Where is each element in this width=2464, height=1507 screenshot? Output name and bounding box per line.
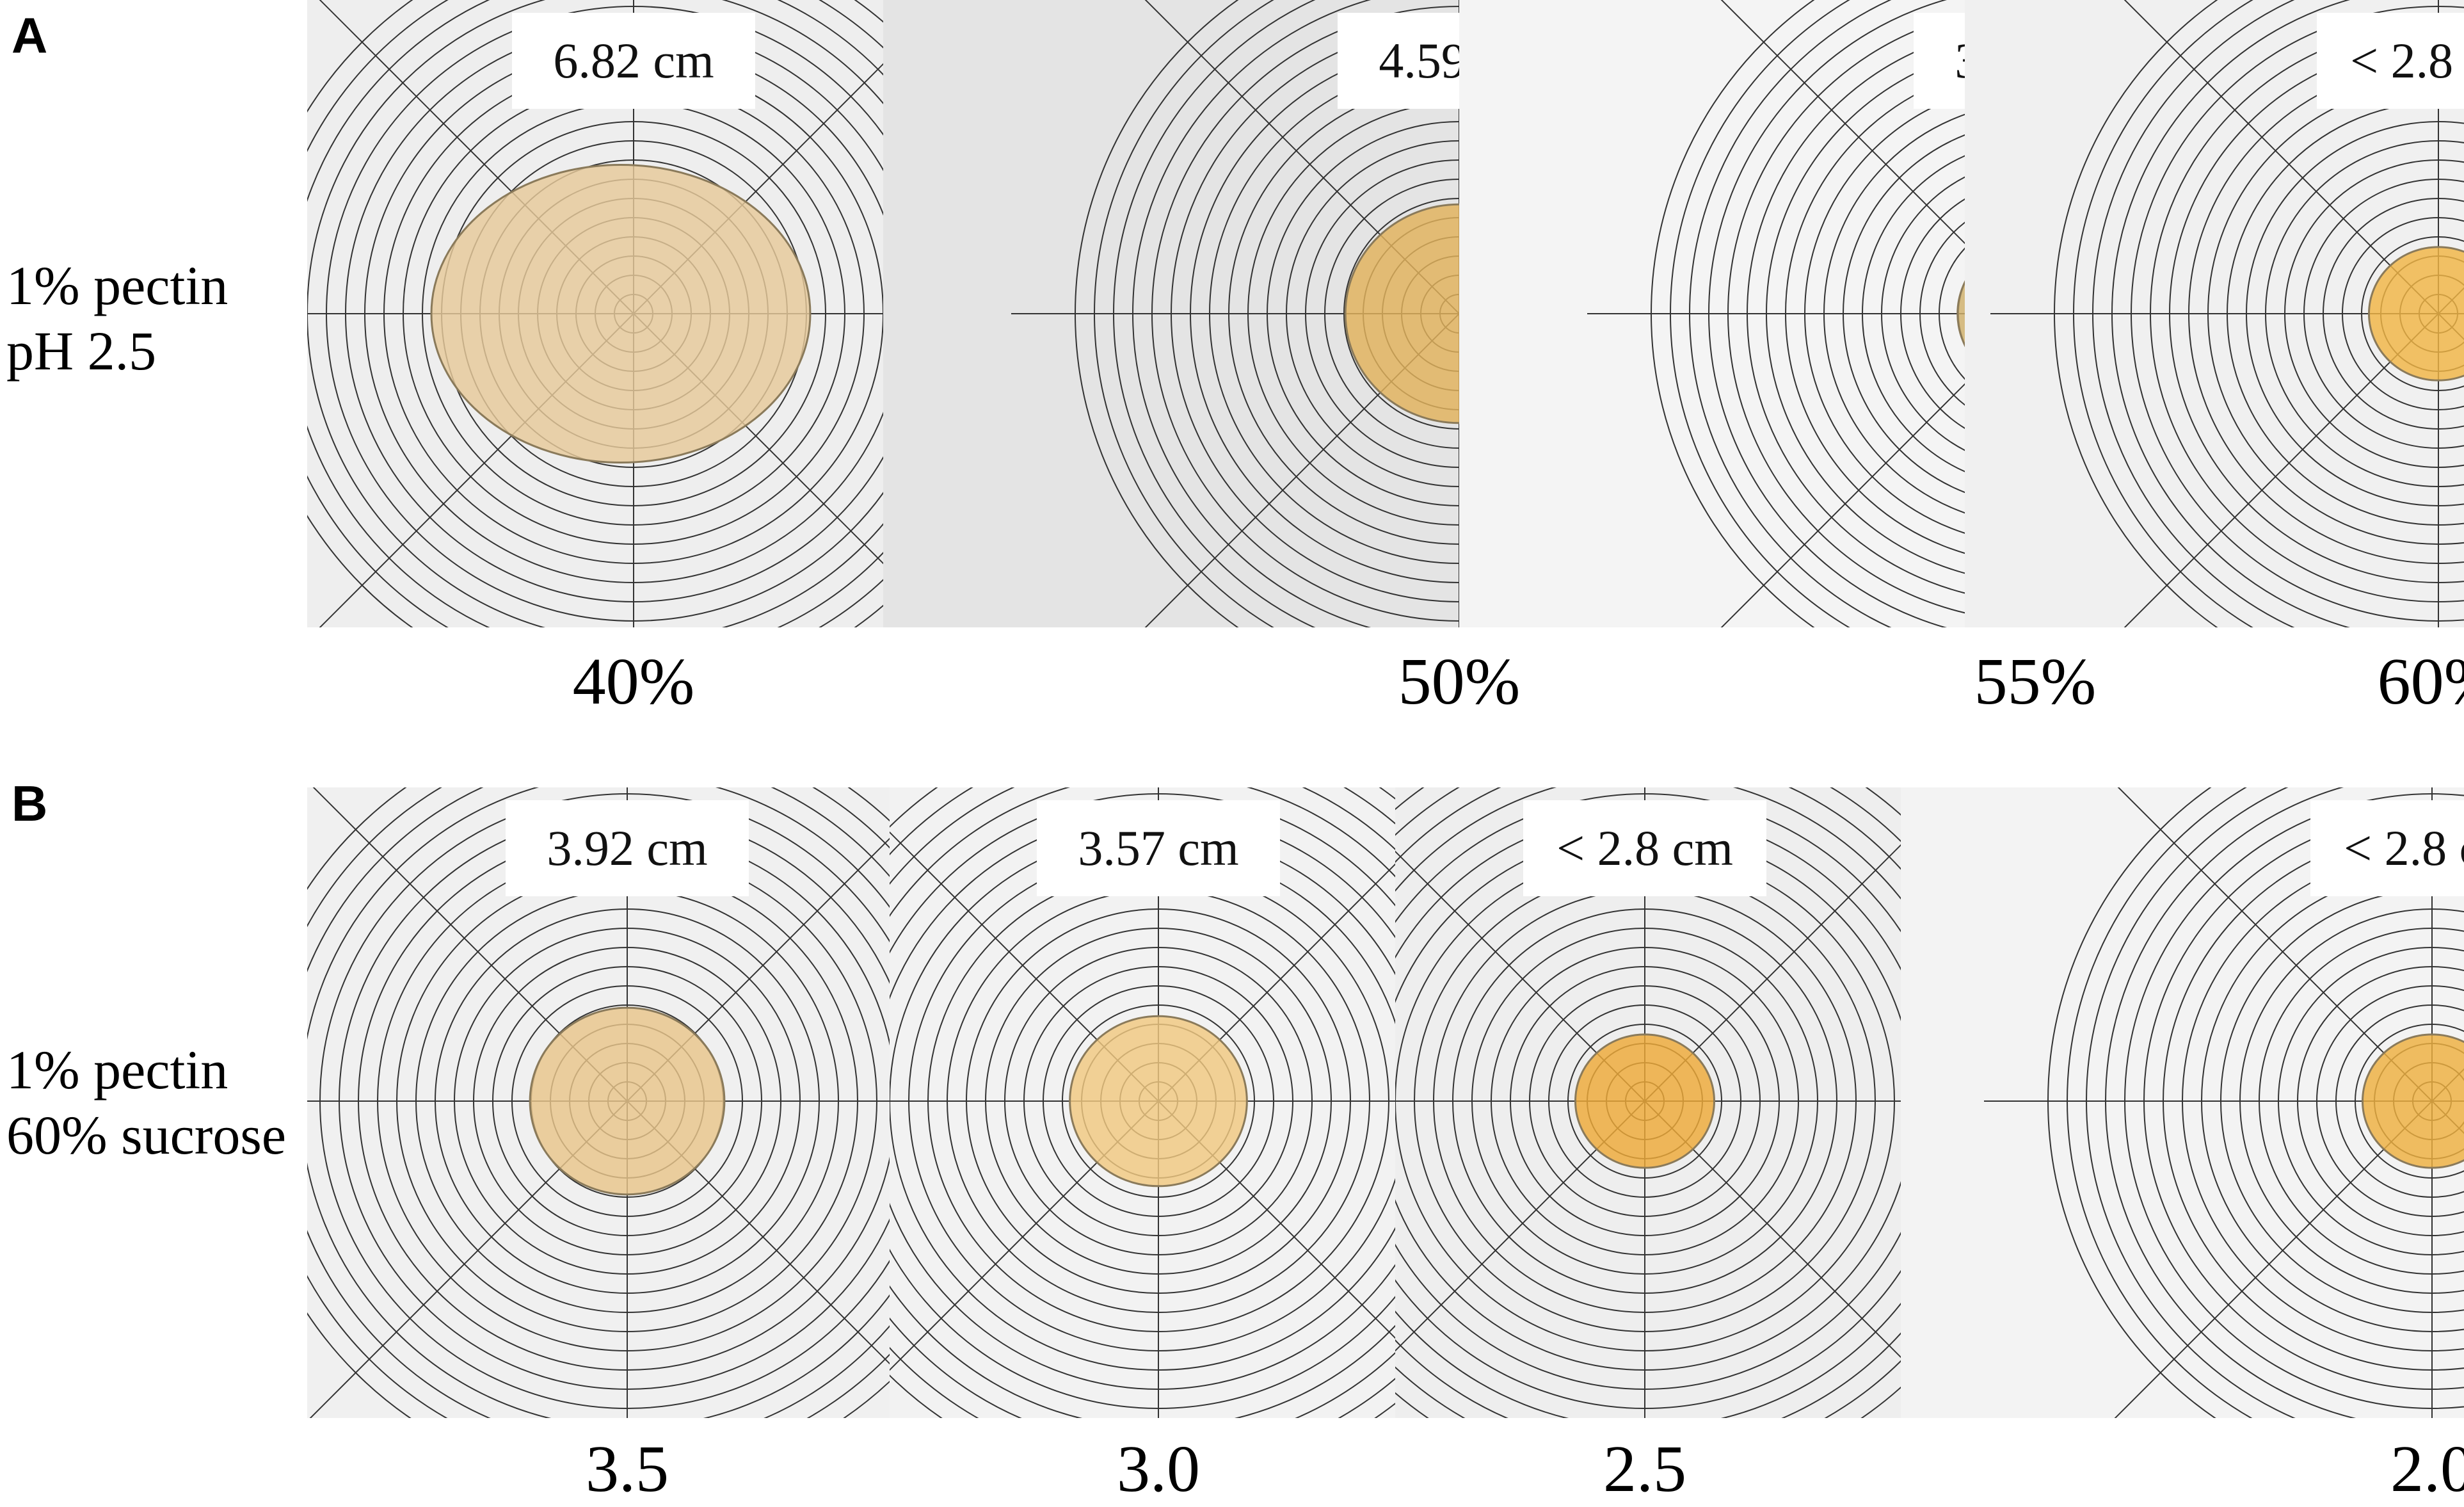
gel-sample — [1576, 1035, 1715, 1168]
sample-photo: 4.59 cm — [883, 0, 1459, 627]
concentric-grid-photo — [1459, 0, 1965, 627]
diameter-measurement: 3.92 cm — [506, 800, 749, 896]
diameter-measurement: < 2.8 cm — [2317, 13, 2464, 109]
panel-b-label-line-2: 60% sucrose — [6, 1102, 286, 1168]
sample-photo: 3.57 cm — [890, 787, 1395, 1418]
condition-label: 3.0 — [998, 1431, 1318, 1507]
condition-label: 60% — [2278, 643, 2464, 720]
panel-a-photo-strip: 6.82 cm 4.59 cm 3.13 cm < 2.8 cm — [307, 0, 2464, 627]
gel-sample — [530, 1008, 724, 1195]
sample-photo: < 2.8 cm — [1901, 787, 2464, 1418]
condition-label: 2.0 — [2272, 1431, 2464, 1507]
panel-b-row-label: 1% pectin 60% sucrose — [6, 1037, 286, 1168]
diameter-measurement: 3.57 cm — [1037, 800, 1280, 896]
sample-photo: 6.82 cm — [307, 0, 883, 627]
panel-a-label-line-2: pH 2.5 — [6, 318, 228, 383]
panel-b-photo-strip: 3.92 cm 3.57 cm < 2.8 cm < 2.8 cm — [307, 787, 2464, 1418]
condition-label: 55% — [1875, 643, 2195, 720]
diameter-measurement: 4.59 cm — [1338, 13, 1459, 109]
condition-label: 3.5 — [467, 1431, 787, 1507]
diameter-measurement: 6.82 cm — [512, 13, 755, 109]
panel-a-label-line-1: 1% pectin — [6, 253, 228, 318]
panel-a-row-label: 1% pectin pH 2.5 — [6, 253, 228, 383]
sample-photo: < 2.8 cm — [1395, 787, 1901, 1418]
panel-b-label-line-1: 1% pectin — [6, 1037, 286, 1102]
condition-label: 50% — [1299, 643, 1619, 720]
sample-photo: < 2.8 cm — [1965, 0, 2464, 627]
condition-label: 2.5 — [1485, 1431, 1805, 1507]
panel-a-letter: A — [12, 6, 47, 65]
diameter-measurement: < 2.8 cm — [2310, 800, 2464, 896]
condition-label: 40% — [474, 643, 794, 720]
panel-b-letter: B — [12, 775, 47, 833]
sample-photo: 3.92 cm — [307, 787, 890, 1418]
gel-sample — [1070, 1016, 1247, 1186]
gel-sample — [431, 165, 810, 462]
diameter-measurement: 3.13 cm — [1914, 13, 1965, 109]
diameter-measurement: < 2.8 cm — [1523, 800, 1766, 896]
sample-photo: 3.13 cm — [1459, 0, 1965, 627]
